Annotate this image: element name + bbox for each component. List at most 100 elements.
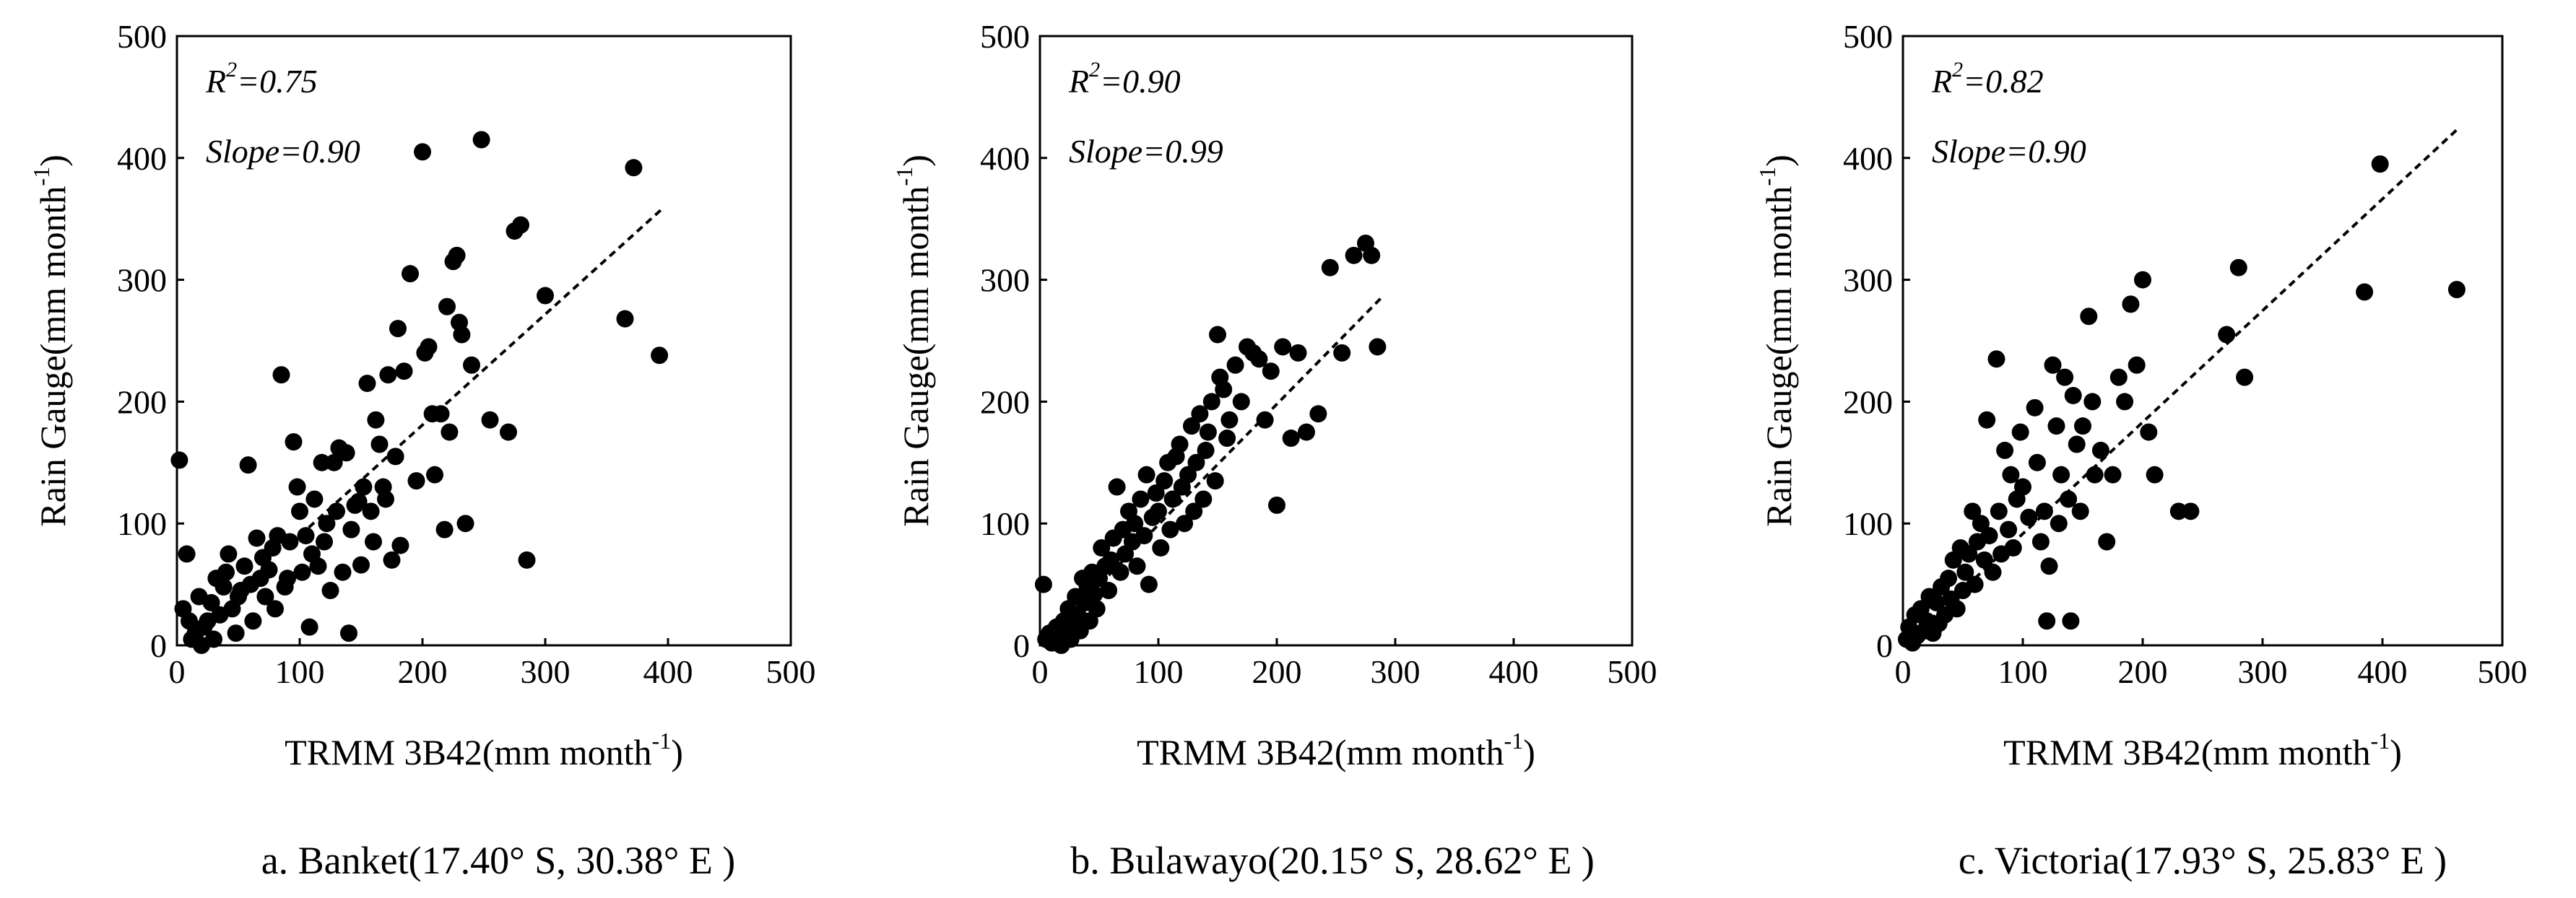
data-point	[2026, 398, 2044, 417]
slope-label: Slope	[1932, 133, 2005, 170]
y-tick-label: 300	[1843, 262, 1893, 299]
data-point	[420, 338, 438, 356]
data-point	[365, 533, 382, 551]
data-point	[1187, 453, 1205, 471]
data-point	[214, 577, 233, 596]
data-point	[293, 563, 311, 581]
data-point	[279, 570, 296, 588]
data-point	[2182, 502, 2200, 520]
data-point	[2071, 502, 2089, 520]
data-point	[407, 472, 425, 490]
data-point	[2146, 466, 2164, 484]
panel-caption: a. Banket(17.40° S, 30.38° E )	[261, 839, 736, 882]
data-point	[318, 515, 336, 533]
data-point	[248, 529, 266, 547]
plot-frame	[1038, 35, 1634, 647]
data-point	[1135, 527, 1153, 545]
data-point	[244, 612, 262, 630]
x-tick-label: 300	[1371, 653, 1421, 690]
data-point	[1150, 502, 1167, 520]
data-point	[1345, 246, 1363, 264]
data-point	[1191, 405, 1209, 423]
data-point	[321, 582, 339, 600]
plot-frame	[1901, 35, 2504, 647]
data-point	[2080, 308, 2098, 326]
panel-caption: b. Bulawayo(20.15° S, 28.62° E )	[1070, 839, 1595, 882]
data-point	[391, 536, 409, 554]
data-point	[1185, 502, 1203, 520]
data-point	[325, 453, 343, 471]
data-point	[1220, 411, 1239, 429]
data-point	[235, 557, 253, 575]
data-point	[2047, 417, 2065, 435]
data-point	[518, 551, 536, 569]
data-point	[1218, 430, 1236, 448]
data-point	[1102, 551, 1120, 569]
data-point	[1975, 551, 1993, 569]
y-tick-label: 500	[117, 18, 167, 55]
data-point	[395, 362, 413, 380]
data-point	[1140, 575, 1158, 593]
data-point	[367, 411, 385, 429]
data-point	[1232, 393, 1250, 411]
scatter-panel-3: 0 100 200 300 400 500 0 100 200 300 400 500 R2=0.82 S…	[1754, 18, 2528, 882]
data-point	[1182, 417, 1200, 435]
r-squared-annotation: R2=0.82	[1931, 58, 2044, 100]
data-point	[1972, 515, 1990, 533]
data-point	[432, 405, 450, 423]
data-point	[2000, 520, 2018, 539]
x-tick-label: 300	[521, 653, 571, 690]
x-tick-label: 100	[275, 653, 325, 690]
data-point	[266, 600, 284, 618]
data-point	[1282, 430, 1300, 448]
data-point	[2062, 612, 2080, 630]
x-tick-label: 300	[2238, 653, 2288, 690]
data-point	[1209, 326, 1226, 344]
y-tick-label: 500	[980, 18, 1030, 55]
y-tick-label: 0	[1013, 627, 1030, 664]
data-point	[2060, 490, 2078, 508]
data-point	[2218, 326, 2236, 344]
data-point	[500, 423, 517, 441]
slope-annotation: Slope=0.90	[1932, 133, 2086, 170]
data-point	[2236, 368, 2254, 386]
data-point	[1161, 520, 1179, 539]
data-point	[2038, 612, 2056, 630]
data-point	[305, 490, 324, 508]
data-point	[1152, 539, 1170, 557]
x-tick-label: 200	[1252, 653, 1302, 690]
data-point	[358, 375, 376, 393]
y-tick-label: 100	[1843, 505, 1893, 542]
data-point	[217, 563, 235, 581]
x-tick-label: 200	[398, 653, 448, 690]
data-point	[2068, 435, 2086, 453]
data-point	[463, 356, 480, 374]
r-label: R	[1068, 63, 1089, 100]
data-point	[1948, 600, 1966, 618]
data-point	[178, 545, 196, 563]
x-axis-label: TRMM 3B42(mm month-1)	[2003, 728, 2402, 772]
y-tick-label: 400	[1843, 140, 1893, 177]
data-point	[2031, 533, 2050, 551]
x-tick-label: 0	[169, 653, 186, 690]
x-tick-label: 400	[1489, 653, 1539, 690]
x-tick-label: 200	[2118, 653, 2168, 690]
data-point	[377, 490, 394, 508]
data-point	[272, 366, 290, 384]
y-tick-label: 0	[1876, 627, 1893, 664]
data-point	[379, 366, 397, 384]
y-tick-label: 300	[980, 262, 1030, 299]
regression-line	[1901, 127, 2459, 647]
data-point	[362, 502, 380, 520]
data-point	[2056, 368, 2074, 386]
data-point	[1085, 585, 1103, 603]
plot-frame	[175, 35, 792, 647]
data-point	[285, 433, 303, 451]
data-point	[472, 131, 490, 149]
data-point	[1197, 441, 1215, 459]
data-point	[2052, 466, 2070, 484]
data-point	[625, 159, 643, 177]
y-tick-label: 500	[1843, 18, 1893, 55]
data-point	[2035, 502, 2053, 520]
x-tick-label: 0	[1032, 653, 1049, 690]
